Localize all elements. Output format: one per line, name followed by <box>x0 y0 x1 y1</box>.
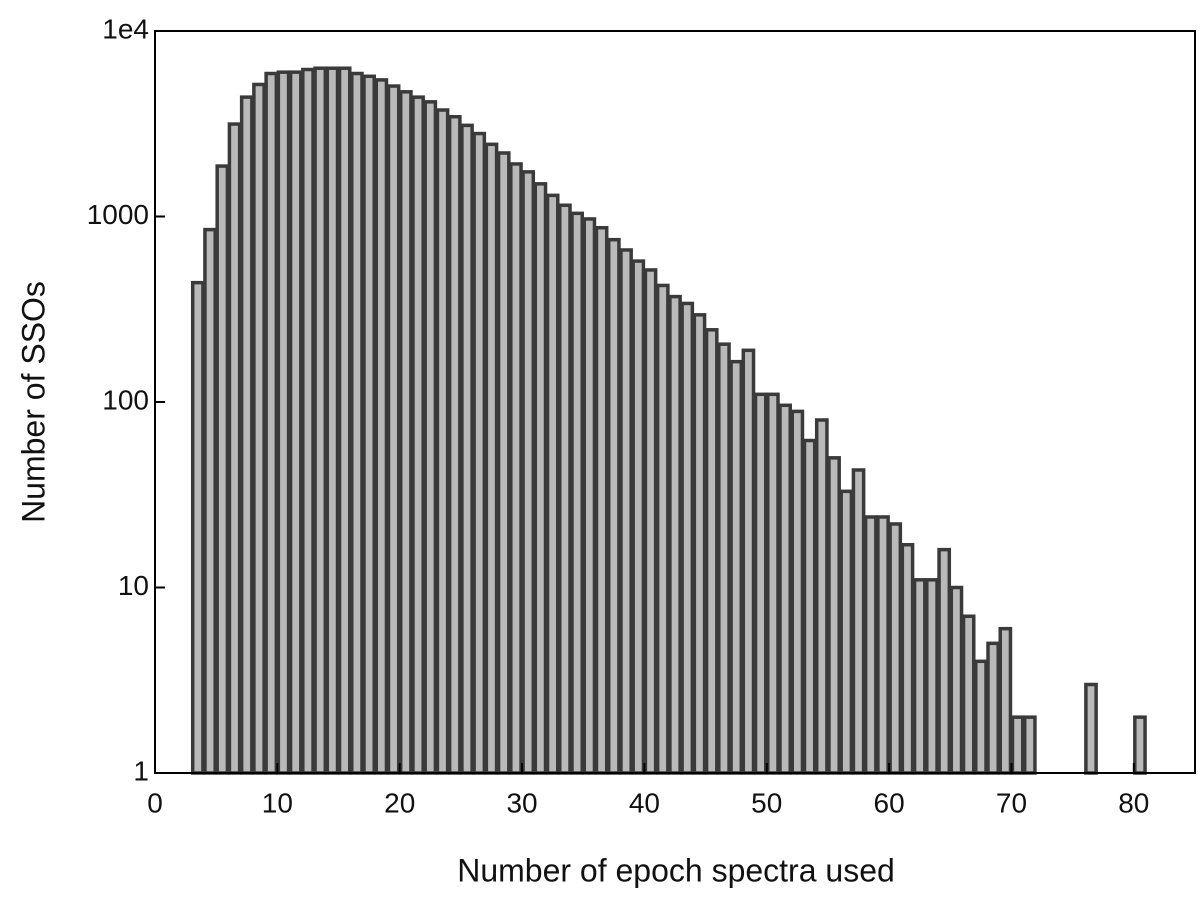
x-tick-label: 70 <box>996 787 1027 818</box>
bar <box>937 547 952 775</box>
bar <box>301 67 315 775</box>
bar <box>619 248 633 775</box>
bar <box>582 217 597 775</box>
bar <box>594 225 609 775</box>
bar <box>839 489 854 775</box>
bar <box>729 359 744 775</box>
y-tick-label: 10 <box>118 570 149 601</box>
x-tick-label: 60 <box>874 787 905 818</box>
bar <box>484 142 499 775</box>
bar <box>374 78 389 775</box>
bar <box>753 392 768 775</box>
y-axis-label: Number of SSOs <box>15 281 51 523</box>
bar <box>998 626 1013 775</box>
bar <box>252 82 266 775</box>
bar <box>912 578 927 775</box>
x-tick-label: 10 <box>262 787 293 818</box>
bar <box>1084 682 1098 775</box>
bar <box>350 71 364 775</box>
bar <box>203 227 217 775</box>
bar <box>509 162 523 775</box>
x-tick-label: 80 <box>1118 787 1149 818</box>
bar <box>313 66 328 775</box>
bar <box>276 70 291 775</box>
bar <box>533 182 548 775</box>
bar <box>558 203 572 775</box>
bar <box>655 283 670 775</box>
x-tick-label: 30 <box>506 787 537 818</box>
bar <box>741 348 756 775</box>
bar <box>325 66 340 775</box>
bar <box>790 409 805 775</box>
bar <box>386 84 401 775</box>
bar <box>680 301 695 775</box>
bar <box>398 90 413 775</box>
bar <box>411 95 425 775</box>
bar <box>227 122 242 775</box>
bar <box>863 515 878 775</box>
bar <box>778 403 792 775</box>
bar <box>337 66 352 775</box>
bar <box>606 237 621 775</box>
bar <box>264 71 279 775</box>
bar <box>704 328 719 775</box>
bar <box>949 585 964 775</box>
bar <box>888 522 903 775</box>
bar <box>900 543 915 775</box>
bar <box>814 418 829 775</box>
bar <box>974 659 988 775</box>
bar <box>435 108 450 775</box>
bar <box>766 392 780 775</box>
y-tick-label: 1e4 <box>102 13 149 44</box>
x-axis-label: Number of epoch spectra used <box>457 852 895 888</box>
bar <box>521 170 536 775</box>
bar <box>545 193 560 775</box>
bar <box>876 515 890 775</box>
x-tick-label: 50 <box>751 787 782 818</box>
bar <box>496 151 511 775</box>
bar <box>570 211 584 775</box>
bar <box>215 164 230 775</box>
bar <box>288 70 303 775</box>
bar <box>460 123 474 775</box>
bar <box>668 294 682 775</box>
bar <box>190 280 205 775</box>
bar <box>1010 715 1025 775</box>
bar <box>1133 715 1147 775</box>
bar <box>643 268 658 775</box>
bar <box>925 578 939 775</box>
bar <box>802 438 817 775</box>
bar <box>631 259 646 775</box>
bar <box>961 614 976 775</box>
bar <box>986 641 1000 775</box>
bar <box>447 114 462 775</box>
bar <box>423 100 438 775</box>
x-tick-label: 40 <box>629 787 660 818</box>
bar <box>827 456 841 775</box>
y-tick-label: 1 <box>133 755 149 786</box>
y-tick-label: 100 <box>102 384 149 415</box>
bar <box>1022 715 1037 775</box>
bar <box>851 468 866 775</box>
bar <box>362 74 376 775</box>
bar <box>239 95 254 775</box>
x-tick-label: 20 <box>384 787 415 818</box>
bar <box>692 313 707 775</box>
x-tick-label: 0 <box>147 787 163 818</box>
bar <box>717 342 731 775</box>
y-tick-label: 1000 <box>87 199 149 230</box>
bar <box>472 131 487 775</box>
